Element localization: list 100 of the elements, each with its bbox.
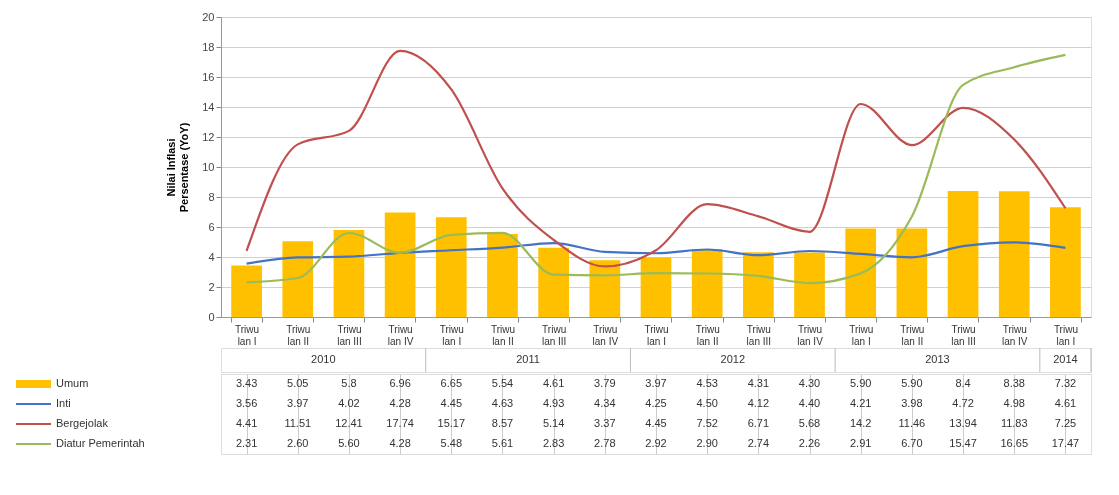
data-label: 8.57 [491,417,514,429]
y-tick-label: 18 [202,40,215,53]
legend-label: Bergejolak [56,417,109,429]
bar [640,257,672,317]
data-label: 4.41 [235,417,258,429]
legend-label: Diatur Pemerintah [56,437,145,449]
data-label: 11.46 [898,417,926,429]
data-label: 2.31 [235,437,258,449]
bar [743,252,774,317]
y-tick-label: 2 [208,280,215,293]
data-label: 8.38 [1003,377,1025,389]
data-label: 3.43 [235,377,258,389]
x-tick-label: Triwulan II [695,323,720,347]
data-label: 11.51 [284,417,312,429]
x-tick-label: Triwulan I [849,323,874,347]
data-label: 4.12 [747,397,770,409]
bar [282,241,314,317]
x-tick-label: Triwulan III [746,323,772,347]
bar [998,191,1030,317]
data-label: 5.54 [491,377,514,389]
y-tick-label: 4 [208,250,215,263]
data-label: 4.72 [952,397,974,409]
data-label: 3.79 [594,377,616,389]
data-label: 3.98 [901,397,923,409]
x-tick-label: Triwulan II [900,323,925,347]
data-label: 7.52 [696,417,718,429]
data-label: 6.71 [747,417,770,429]
data-label: 6.65 [440,377,463,389]
data-label: 7.32 [1054,377,1077,389]
data-label: 14.2 [849,417,872,429]
data-label: 5.61 [491,437,514,449]
data-label: 5.90 [901,377,923,389]
data-label: 8.4 [955,377,971,389]
y-tick-label: 8 [208,190,215,203]
data-label: 4.31 [747,377,770,389]
data-label: 5.14 [542,417,565,429]
data-label: 4.28 [389,397,411,409]
x-tick-label: Triwulan III [951,323,976,347]
data-label: 4.93 [542,397,565,409]
data-label: 5.90 [849,377,872,389]
bar [333,230,365,317]
data-label: 5.48 [440,437,463,449]
y-tick-label: 10 [202,160,215,173]
legend-label: Umum [56,377,89,389]
data-label: 6.70 [901,437,923,449]
data-label: 4.98 [1003,397,1025,409]
data-label: 4.30 [798,377,821,389]
data-label: 5.68 [798,417,821,429]
data-label: 5.8 [341,377,357,389]
data-label: 12.41 [335,417,363,429]
legend-label: Inti [56,397,71,409]
data-label: 15.47 [949,437,977,449]
bar [231,265,262,317]
x-tick-label: Triwulan I [1053,323,1078,347]
data-label: 4.45 [440,397,463,409]
data-label: 13.94 [949,417,977,429]
data-label: 2.83 [542,437,565,449]
data-label: 2.26 [798,437,821,449]
data-label: 4.61 [1054,397,1077,409]
line-series [245,241,1067,265]
x-tick-label: Triwulan IV [1001,323,1028,347]
bar [435,217,467,317]
data-label: 4.53 [696,377,718,389]
data-label: 4.50 [696,397,718,409]
bar [896,228,928,317]
bar [947,191,979,317]
data-label: 4.45 [645,417,667,429]
data-label: 3.97 [287,397,309,409]
y-tick-label: 16 [202,70,215,83]
x-tick-label: Triwulan I [235,323,260,347]
x-tick-label: Triwulan IV [592,323,619,347]
data-label: 2.90 [696,437,718,449]
bar [589,260,621,317]
data-label: 4.61 [542,377,565,389]
y-tick-label: 20 [202,10,215,23]
data-label: 11.83 [1000,417,1028,429]
data-label: 2.92 [645,437,667,449]
data-label: 15.17 [437,417,466,429]
data-label: 2.78 [594,437,616,449]
data-label: 6.96 [389,377,411,389]
x-tick-label: Triwulan IV [387,323,414,347]
bar [487,233,518,317]
x-tick-label: Triwulan I [644,323,669,347]
text: 2010 [311,353,336,365]
data-label: 4.02 [338,397,360,409]
data-label: 4.34 [594,397,616,409]
data-label: 4.63 [491,397,514,409]
data-label: 17.47 [1051,437,1080,449]
data-label: 7.25 [1054,417,1077,429]
bar [845,228,877,317]
data-label: 2.91 [849,437,872,449]
data-label: 3.56 [235,397,258,409]
data-label: 2.74 [747,437,770,449]
bar [794,252,825,317]
data-label: 4.21 [849,397,872,409]
data-label: 3.37 [594,417,616,429]
x-tick-label: Triwulan III [337,323,362,347]
x-tick-label: Triwulan I [439,323,464,347]
x-tick-label: Triwulan III [541,323,567,347]
data-label: 17.74 [386,417,414,429]
